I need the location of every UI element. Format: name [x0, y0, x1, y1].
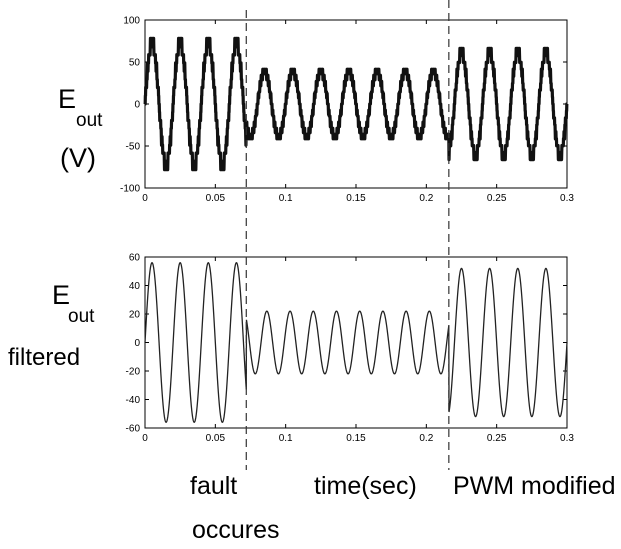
- eout-filtered-y-tick-label: -40: [126, 395, 141, 406]
- eout-ylabel-sub: out: [76, 110, 103, 131]
- eout-series-line: [143, 36, 569, 172]
- eout-filtered-x-tick-label: 0.3: [560, 433, 574, 444]
- eout-filtered-chart: 60 40 20 0 -20 -40 -60 0 0.05 0.1 0.15 0.2 0.25 0.3: [126, 253, 575, 445]
- eout-filtered-ylabel-main: E: [52, 280, 70, 310]
- eout-filtered-x-tick-label: 0.1: [279, 433, 293, 444]
- fault-label-line2: occures: [192, 516, 280, 544]
- eout-filtered-y-tick-label: 40: [129, 281, 141, 292]
- eout-filtered-x-tick-label: 0.25: [487, 433, 507, 444]
- eout-x-tick-label: 0.3: [560, 193, 574, 204]
- eout-y-tick-label: -50: [126, 142, 141, 153]
- eout-ylabel-unit: (V): [60, 143, 96, 173]
- eout-filtered-y-tick-label: 60: [129, 253, 141, 264]
- eout-filtered-x-tick-label: 0.2: [419, 433, 433, 444]
- eout-filtered-y-ticks: 60 40 20 0 -20 -40 -60: [126, 253, 567, 435]
- eout-filtered-x-tick-label: 0.05: [206, 433, 226, 444]
- eout-filtered-x-ticks: 0 0.05 0.1 0.15 0.2 0.25 0.3: [142, 257, 574, 444]
- eout-filtered-series-line: [144, 262, 568, 423]
- eout-filtered-y-tick-label: -20: [126, 367, 141, 378]
- eout-filtered-ylabel-line2: filtered: [8, 344, 80, 371]
- eout-filtered-plot-frame: [144, 256, 568, 429]
- eout-x-tick-label: 0: [142, 193, 148, 204]
- eout-chart: 100 50 0 -50 -100 0 0.05 0.1 0.15 0.2 0.25 0.3: [120, 16, 574, 205]
- eout-filtered-y-tick-label: -60: [126, 424, 141, 435]
- eout-x-tick-label: 0.2: [419, 193, 433, 204]
- eout-filtered-ylabel-sub: out: [68, 306, 95, 327]
- eout-filtered-y-tick-label: 20: [129, 310, 141, 321]
- eout-ylabel-main: E: [58, 84, 76, 114]
- eout-y-tick-label: 0: [134, 100, 140, 111]
- fault-label-line1: fault: [190, 472, 237, 500]
- eout-filtered-y-tick-label: 0: [134, 338, 140, 349]
- eout-y-tick-label: 100: [123, 16, 140, 27]
- eout-y-tick-label: -100: [120, 184, 140, 195]
- eout-x-ticks: 0 0.05 0.1 0.15 0.2 0.25 0.3: [142, 20, 574, 204]
- eout-x-tick-label: 0.25: [487, 193, 507, 204]
- eout-x-tick-label: 0.05: [206, 193, 226, 204]
- x-axis-label: time(sec): [314, 472, 417, 500]
- eout-y-tick-label: 50: [129, 58, 141, 69]
- eout-x-tick-label: 0.15: [346, 193, 366, 204]
- eout-filtered-x-tick-label: 0.15: [346, 433, 366, 444]
- eout-x-tick-label: 0.1: [279, 193, 293, 204]
- pwm-modified-label: PWM modified: [453, 472, 616, 500]
- eout-filtered-x-tick-label: 0: [142, 433, 148, 444]
